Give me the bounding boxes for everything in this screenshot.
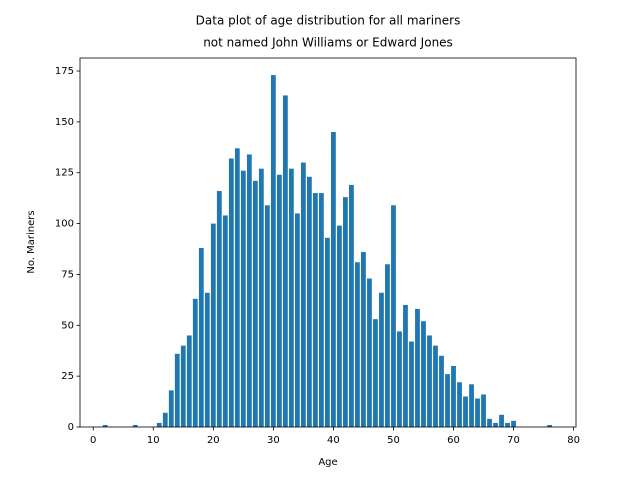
bar <box>367 278 372 427</box>
bar <box>505 422 510 427</box>
bar <box>300 162 306 428</box>
y-tick-label: 100 <box>55 219 74 230</box>
bar <box>318 193 324 427</box>
bar <box>463 396 468 427</box>
x-tick-label: 30 <box>267 435 280 446</box>
y-tick-label: 50 <box>61 320 74 331</box>
bar <box>331 132 336 427</box>
bar <box>421 321 426 427</box>
bar <box>403 304 408 427</box>
x-tick-label: 10 <box>147 435 160 446</box>
bar <box>132 424 138 427</box>
bar <box>409 341 414 427</box>
bar <box>487 418 492 427</box>
bar <box>355 262 360 427</box>
bar <box>222 215 228 427</box>
bar <box>276 174 282 427</box>
bar <box>288 168 294 428</box>
bar <box>475 398 480 427</box>
x-tick-label: 0 <box>90 435 96 446</box>
y-axis-label: No. Mariners <box>26 210 37 273</box>
y-tick-label: 75 <box>61 269 74 280</box>
bar <box>168 390 174 427</box>
bar <box>306 176 312 427</box>
bar <box>337 225 342 427</box>
bar <box>397 331 402 427</box>
bar <box>156 422 162 427</box>
bar <box>445 374 450 427</box>
bar <box>270 75 276 427</box>
bar <box>469 384 474 427</box>
bar <box>174 353 180 427</box>
y-tick-label: 175 <box>55 66 74 77</box>
y-tick-label: 0 <box>68 422 74 433</box>
bar <box>379 292 384 427</box>
bar <box>373 319 378 427</box>
bar <box>240 170 246 428</box>
bar <box>258 168 264 428</box>
y-tick-label: 125 <box>55 168 74 179</box>
bar <box>228 158 234 428</box>
plot-frame <box>79 57 577 428</box>
bar <box>198 247 204 427</box>
bar <box>216 191 222 427</box>
bar <box>361 252 366 427</box>
bar <box>343 197 348 427</box>
chart-title: Data plot of age distribution for all ma… <box>196 14 461 28</box>
bar <box>457 382 462 427</box>
y-tick-label: 25 <box>61 371 74 382</box>
y-tick-label: 150 <box>55 117 74 128</box>
x-tick-label: 40 <box>327 435 340 446</box>
bar <box>391 205 396 427</box>
bar <box>210 223 216 427</box>
bar <box>547 424 552 427</box>
bar <box>439 355 444 427</box>
bar <box>433 345 438 427</box>
bar <box>204 292 210 427</box>
bar <box>349 184 354 427</box>
bar <box>493 422 498 427</box>
bar <box>427 335 432 427</box>
bar <box>102 424 108 427</box>
x-tick-label: 60 <box>447 435 460 446</box>
bar <box>252 180 258 427</box>
x-tick-label: 80 <box>567 435 580 446</box>
x-tick-label: 50 <box>387 435 400 446</box>
bar <box>511 420 516 427</box>
bar <box>481 394 486 427</box>
bar <box>282 95 288 427</box>
bar <box>499 414 504 427</box>
bar <box>415 309 420 427</box>
chart-title: not named John Williams or Edward Jones <box>203 36 453 50</box>
bar <box>312 193 318 427</box>
bar <box>180 345 186 427</box>
x-tick-label: 70 <box>507 435 520 446</box>
bar <box>385 264 390 427</box>
bar <box>264 205 270 427</box>
bar <box>162 412 168 427</box>
bar <box>192 298 198 427</box>
bar <box>451 365 456 427</box>
bar <box>246 154 252 428</box>
x-axis-label: Age <box>318 457 337 468</box>
x-tick-label: 20 <box>207 435 220 446</box>
bar <box>234 148 240 427</box>
bar <box>294 213 300 427</box>
bar <box>324 237 330 427</box>
bar <box>186 335 192 427</box>
